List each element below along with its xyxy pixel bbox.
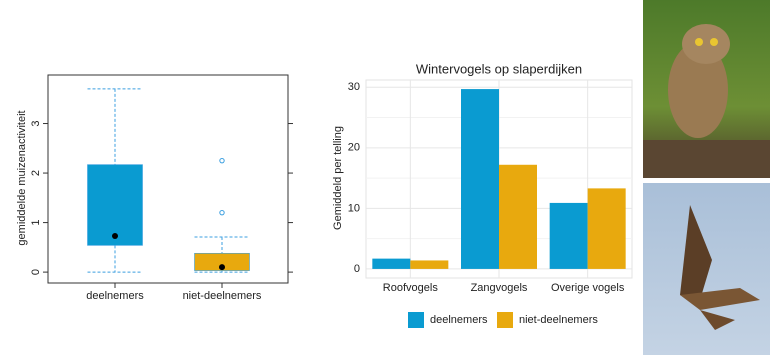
y-axis-label: Gemiddeld per telling (332, 126, 344, 230)
bar (372, 258, 411, 269)
bar (587, 188, 626, 269)
mean-dot (219, 264, 225, 271)
y-tick-label: 2 (30, 170, 42, 176)
plot-frame (47, 74, 289, 284)
y-tick-label: 0 (30, 269, 42, 275)
box (87, 164, 143, 246)
y-tick-label: 30 (348, 81, 360, 93)
bar (461, 89, 499, 269)
outlier (219, 209, 225, 216)
legend-swatch (408, 312, 424, 328)
x-tick-label: deelnemers (86, 290, 144, 302)
bar (549, 202, 588, 269)
x-tick-label: Zangvogels (471, 282, 528, 294)
outlier (219, 157, 225, 164)
harrier-photo (643, 183, 770, 355)
y-axis-label: gemiddelde muizenactiviteit (16, 110, 28, 245)
x-tick-label: niet-deelnemers (183, 290, 262, 302)
x-tick-label: Roofvogels (383, 282, 439, 294)
y-tick-label: 1 (30, 220, 42, 226)
y-tick-label: 10 (348, 202, 360, 214)
legend-label: deelnemers (430, 314, 488, 326)
bar (499, 164, 537, 269)
bar (410, 260, 449, 269)
chart-title: Wintervogels op slaperdijken (416, 61, 582, 76)
y-tick-label: 20 (348, 142, 360, 154)
x-tick-label: Overige vogels (551, 282, 625, 294)
legend-label: niet-deelnemers (519, 314, 598, 326)
mean-dot (112, 232, 118, 239)
y-tick-label: 3 (30, 120, 42, 126)
box (194, 252, 250, 271)
legend-swatch (497, 312, 513, 328)
y-tick-label: 0 (354, 263, 360, 275)
owl-photo (643, 0, 770, 178)
